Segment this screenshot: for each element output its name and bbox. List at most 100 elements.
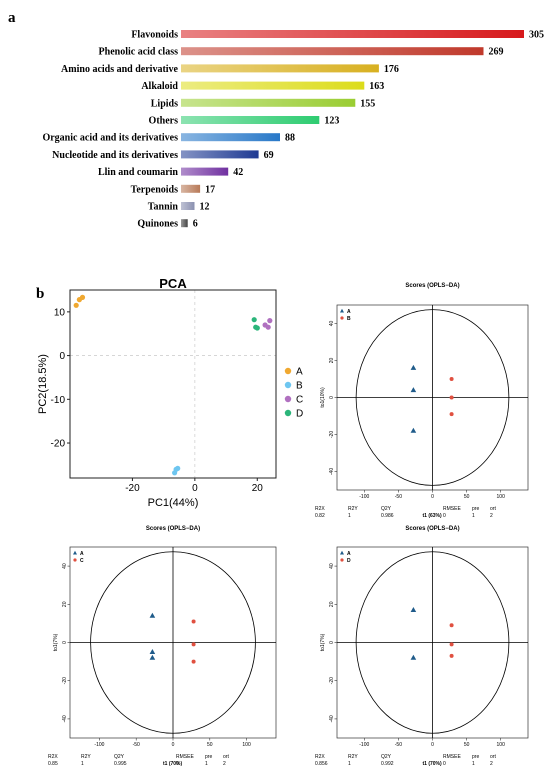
x-tick-label: 0 bbox=[431, 494, 434, 500]
stats-value: 0.986 bbox=[381, 513, 394, 519]
y-tick-label: -20 bbox=[329, 677, 335, 684]
stats-value: 1 bbox=[472, 513, 475, 519]
legend-marker bbox=[284, 367, 292, 375]
legend-marker bbox=[284, 381, 292, 389]
legend-label: A bbox=[296, 367, 303, 378]
opls-title: Scores (OPLS−DA) bbox=[405, 283, 459, 289]
opls-chart-ac: Scores (OPLS−DA)-100 -50 0 50 10040200-20-40… bbox=[48, 526, 277, 767]
data-point bbox=[251, 317, 257, 323]
bar-value-label: 17 bbox=[205, 184, 215, 195]
bar-category-label: Others bbox=[149, 116, 179, 127]
bar bbox=[181, 98, 356, 107]
legend-marker bbox=[340, 308, 344, 313]
data-point bbox=[254, 325, 260, 331]
stats-header: pre bbox=[205, 754, 212, 760]
y-tick-label: 10 bbox=[54, 307, 66, 318]
legend-marker bbox=[284, 395, 292, 403]
stats-header: R2X bbox=[315, 754, 325, 760]
y-tick-label: -10 bbox=[51, 395, 66, 406]
stats-value: 0.856 bbox=[315, 761, 328, 767]
stats-header: Q2Y bbox=[381, 506, 392, 512]
stats-header: ort bbox=[490, 754, 496, 760]
stats-header: pre bbox=[472, 754, 479, 760]
bar bbox=[181, 184, 201, 193]
x-tick-label: 100 bbox=[497, 494, 506, 500]
data-point bbox=[410, 427, 417, 433]
data-point bbox=[449, 395, 454, 400]
bar-category-label: Lipids bbox=[151, 98, 178, 109]
x-tick-label: 50 bbox=[464, 742, 470, 748]
y-tick-label: 20 bbox=[329, 358, 335, 364]
data-point bbox=[191, 619, 196, 624]
stats-value: 1 bbox=[81, 761, 84, 767]
bar bbox=[181, 47, 484, 56]
stats-value: 0.82 bbox=[315, 513, 325, 519]
bar-value-label: 69 bbox=[264, 150, 274, 161]
legend-label: C bbox=[296, 395, 303, 406]
stats-value: 0.85 bbox=[48, 761, 58, 767]
y-tick-label: 0 bbox=[62, 641, 68, 644]
stats-header: R2Y bbox=[348, 506, 358, 512]
bar bbox=[181, 30, 524, 38]
bar-category-label: Nucleotide and its derivatives bbox=[52, 150, 178, 161]
x-axis-label: t1 (63%) bbox=[423, 513, 443, 519]
data-point bbox=[410, 654, 417, 660]
bar bbox=[181, 150, 259, 159]
stats-value: 0.995 bbox=[114, 761, 127, 767]
data-point bbox=[191, 642, 196, 647]
y-axis-label: to1(7%) bbox=[320, 633, 326, 651]
panel-label-b: b bbox=[36, 286, 44, 302]
y-tick-label: 0 bbox=[59, 351, 65, 362]
legend-label: C bbox=[80, 558, 84, 564]
bar-value-label: 6 bbox=[193, 219, 198, 230]
hotelling-ellipse bbox=[90, 551, 256, 734]
stats-value: 1 bbox=[348, 761, 351, 767]
data-point bbox=[149, 649, 156, 655]
data-point bbox=[73, 302, 79, 308]
bar-value-label: 269 bbox=[489, 47, 504, 58]
bar-value-label: 42 bbox=[233, 167, 243, 178]
y-tick-label: 20 bbox=[62, 601, 68, 607]
panel-label-a: a bbox=[8, 10, 16, 26]
stats-header: ort bbox=[490, 506, 496, 512]
bar-category-label: Phenolic acid class bbox=[99, 47, 179, 58]
data-point bbox=[449, 642, 454, 647]
bar bbox=[181, 219, 188, 228]
y-axis-label: to1(7%) bbox=[53, 633, 59, 651]
bar-category-label: Llin and coumarin bbox=[98, 167, 178, 178]
data-point bbox=[149, 654, 156, 660]
x-axis-label: t1 (70%) bbox=[423, 761, 443, 767]
x-tick-label: 100 bbox=[242, 742, 251, 748]
data-point bbox=[449, 412, 454, 417]
y-tick-label: 40 bbox=[329, 321, 335, 327]
bar bbox=[181, 116, 320, 124]
stats-header: pre bbox=[472, 506, 479, 512]
bar-value-label: 163 bbox=[369, 81, 384, 92]
x-tick-label: 100 bbox=[497, 742, 506, 748]
bar-category-label: Alkaloid bbox=[141, 81, 178, 92]
legend-label: B bbox=[347, 316, 351, 322]
stats-header: R2Y bbox=[348, 754, 358, 760]
legend-marker bbox=[340, 550, 344, 555]
data-point bbox=[449, 623, 454, 628]
x-tick-label: -100 bbox=[94, 742, 104, 748]
y-tick-label: -20 bbox=[51, 439, 66, 450]
x-tick-label: 50 bbox=[207, 742, 213, 748]
bar bbox=[181, 202, 195, 210]
y-tick-label: 20 bbox=[329, 601, 335, 607]
data-point bbox=[449, 377, 454, 381]
stats-value: 0 bbox=[443, 761, 446, 767]
opls-chart-ad: Scores (OPLS−DA)-100 -50 0 50 10040200-20-40… bbox=[315, 526, 529, 767]
stats-value: 2 bbox=[223, 761, 226, 767]
data-point bbox=[410, 387, 417, 393]
plot-frame bbox=[69, 289, 277, 479]
y-axis-label: to1(10%) bbox=[320, 387, 326, 408]
bar bbox=[181, 81, 365, 90]
y-tick-label: -20 bbox=[62, 677, 68, 684]
bar-value-label: 123 bbox=[324, 116, 339, 127]
legend-label: D bbox=[296, 409, 303, 420]
y-axis-label: PC2(18.5%) bbox=[37, 354, 49, 414]
stats-header: RMSEE bbox=[176, 754, 194, 760]
stats-header: Q2Y bbox=[381, 754, 392, 760]
